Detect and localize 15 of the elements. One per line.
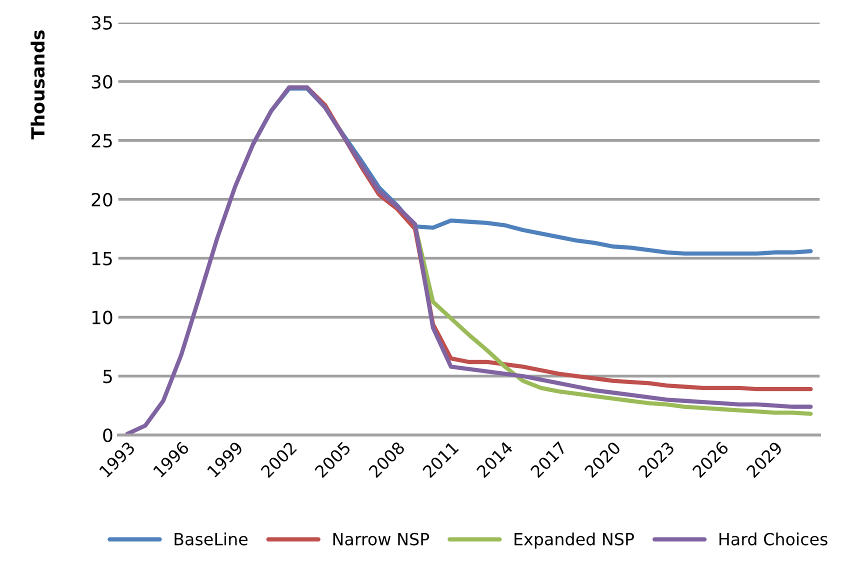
y-tick-label: 10 xyxy=(92,310,112,324)
y-tick-label: 35 xyxy=(92,16,112,30)
legend-label: Expanded NSP xyxy=(514,532,634,549)
y-tick-label: 20 xyxy=(92,192,112,206)
y-tick-label: 0 xyxy=(103,428,112,442)
y-axis-title: Thousands xyxy=(30,30,45,140)
y-tick-label: 25 xyxy=(92,134,112,148)
line-series xyxy=(125,85,813,436)
line-series xyxy=(412,223,813,416)
legend-label: Hard Choices xyxy=(720,532,828,546)
legend-label: Narrow NSP xyxy=(333,532,430,546)
y-tick-label: 15 xyxy=(92,252,112,266)
legend-label: BaseLine xyxy=(174,532,248,546)
y-tick-label: 5 xyxy=(103,370,112,384)
y-tick-label: 30 xyxy=(92,74,112,89)
